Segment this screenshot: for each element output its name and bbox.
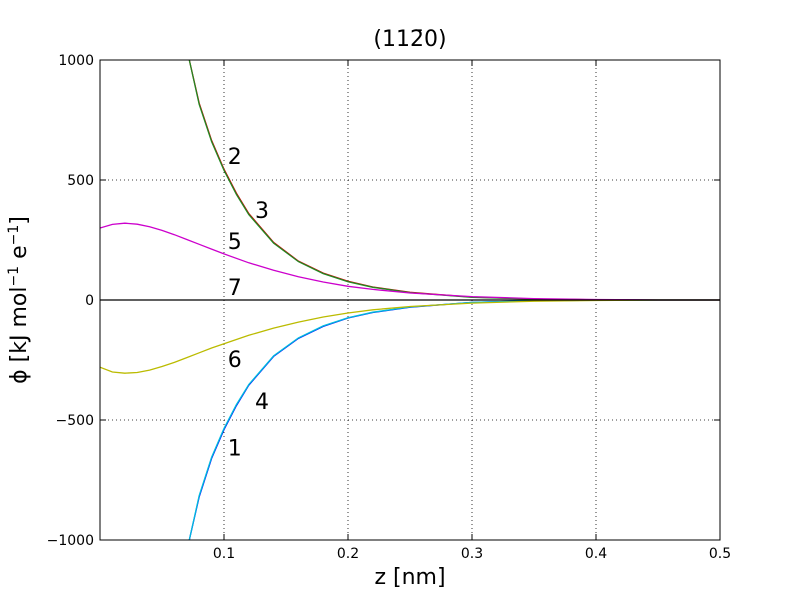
y-tick-label: 1000 (58, 53, 94, 69)
curve-label-7: 7 (228, 276, 242, 301)
curve-label-6: 6 (228, 348, 242, 373)
x-tick-label: 0.5 (709, 546, 731, 562)
y-axis-label: ϕ [kJ mol−1 e−1] (6, 216, 32, 384)
x-tick-label: 0.3 (461, 546, 483, 562)
x-tick-label: 0.2 (337, 546, 359, 562)
curve-label-3: 3 (255, 199, 269, 224)
ticks: 0.1 0.2 0.3 0.4 0.5 −1000 −500 0 500 1000 (47, 53, 731, 562)
curve-label-5: 5 (228, 230, 242, 255)
curve-label-2: 2 (228, 145, 242, 170)
x-tick-label: 0.4 (585, 546, 607, 562)
y-tick-label: −500 (56, 413, 94, 429)
series-group (100, 60, 720, 540)
chart-title: (112̄0) (373, 27, 446, 52)
y-tick-label: 500 (67, 173, 94, 189)
series-line-5 (100, 222, 720, 301)
curve-labels: 2 35 7 641 (228, 145, 269, 462)
series-line-6 (100, 299, 720, 374)
curve-label-4: 4 (255, 390, 269, 415)
y-tick-label: 0 (85, 293, 94, 309)
curve-label-1: 1 (228, 437, 242, 462)
x-axis-label: z [nm] (374, 565, 445, 590)
x-tick-label: 0.1 (213, 546, 235, 562)
y-tick-label: −1000 (47, 533, 94, 549)
